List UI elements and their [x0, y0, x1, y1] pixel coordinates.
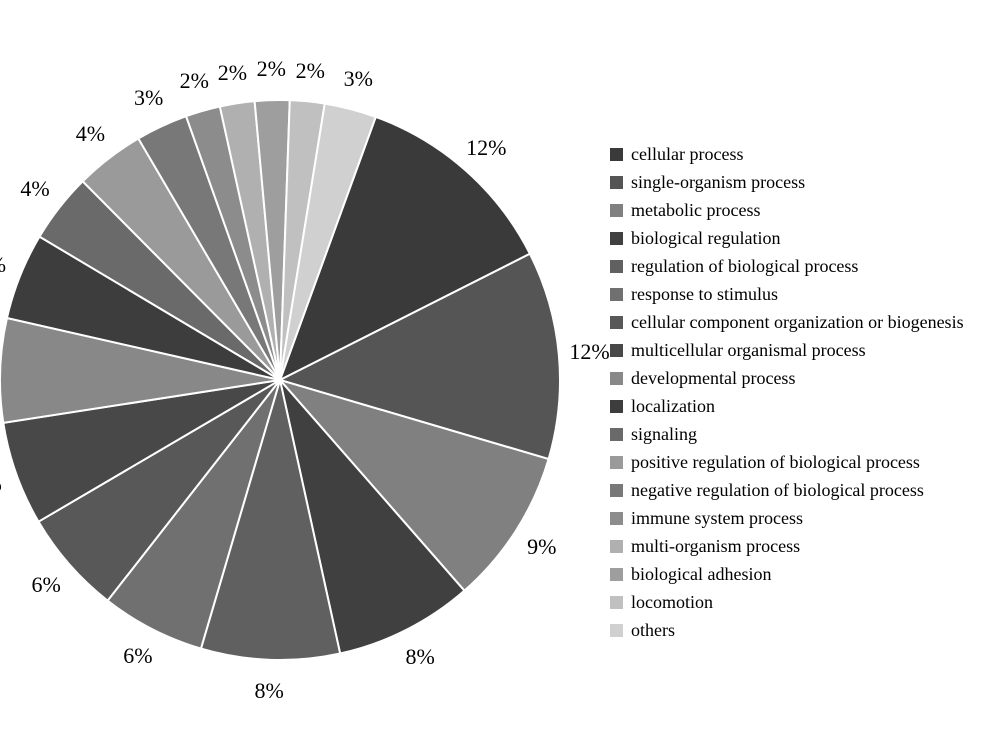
legend-swatch: [610, 204, 623, 217]
legend-label: localization: [631, 396, 715, 417]
legend-item: localization: [610, 392, 964, 420]
legend-label: metabolic process: [631, 200, 760, 221]
legend-item: multi-organism process: [610, 532, 964, 560]
slice-label: 3%: [344, 66, 373, 92]
slice-label: 2%: [218, 60, 247, 86]
legend-swatch: [610, 624, 623, 637]
legend-label: regulation of biological process: [631, 256, 858, 277]
legend-swatch: [610, 540, 623, 553]
legend-item: response to stimulus: [610, 280, 964, 308]
legend-label: cellular process: [631, 144, 743, 165]
legend-item: multicellular organismal process: [610, 336, 964, 364]
legend-item: metabolic process: [610, 196, 964, 224]
slice-label: 4%: [20, 176, 49, 202]
legend-label: multicellular organismal process: [631, 340, 866, 361]
legend-swatch: [610, 372, 623, 385]
legend-swatch: [610, 568, 623, 581]
slice-label: 6%: [0, 471, 2, 497]
legend-item: positive regulation of biological proces…: [610, 448, 964, 476]
legend-swatch: [610, 484, 623, 497]
slice-label: 2%: [257, 56, 286, 82]
slice-label: 6%: [123, 643, 152, 669]
legend-swatch: [610, 344, 623, 357]
legend-item: single-organism process: [610, 168, 964, 196]
legend-label: developmental process: [631, 368, 795, 389]
legend-item: locomotion: [610, 588, 964, 616]
legend-label: response to stimulus: [631, 284, 778, 305]
legend-item: biological adhesion: [610, 560, 964, 588]
legend-swatch: [610, 456, 623, 469]
legend-item: negative regulation of biological proces…: [610, 476, 964, 504]
legend-swatch: [610, 176, 623, 189]
legend-item: cellular process: [610, 140, 964, 168]
legend-label: cellular component organization or bioge…: [631, 312, 964, 333]
legend-label: signaling: [631, 424, 697, 445]
legend-item: developmental process: [610, 364, 964, 392]
legend-swatch: [610, 400, 623, 413]
legend-swatch: [610, 428, 623, 441]
slice-label: 2%: [296, 58, 325, 84]
slice-label: 12%: [569, 339, 609, 365]
legend-item: immune system process: [610, 504, 964, 532]
legend-swatch: [610, 288, 623, 301]
legend-item: others: [610, 616, 964, 644]
slice-label: 12%: [466, 135, 506, 161]
legend-item: signaling: [610, 420, 964, 448]
legend-label: others: [631, 620, 675, 641]
legend-item: biological regulation: [610, 224, 964, 252]
legend-swatch: [610, 148, 623, 161]
legend-swatch: [610, 260, 623, 273]
legend-swatch: [610, 512, 623, 525]
legend-swatch: [610, 316, 623, 329]
slice-label: 8%: [254, 678, 283, 704]
legend-label: multi-organism process: [631, 536, 800, 557]
slice-label: 6%: [31, 572, 60, 598]
legend-label: biological adhesion: [631, 564, 771, 585]
legend: cellular process single-organism process m…: [610, 140, 964, 644]
slice-label: 9%: [527, 534, 556, 560]
legend-label: biological regulation: [631, 228, 780, 249]
legend-item: regulation of biological process: [610, 252, 964, 280]
slice-label: 2%: [180, 68, 209, 94]
legend-swatch: [610, 596, 623, 609]
chart-container: 12%12%9%8%8%6%6%6%6%5%4%4%3%2%2%2%2%3% c…: [0, 0, 1000, 734]
legend-label: immune system process: [631, 508, 803, 529]
legend-item: cellular component organization or bioge…: [610, 308, 964, 336]
slice-label: 4%: [76, 121, 105, 147]
slice-label: 5%: [0, 252, 6, 278]
legend-label: negative regulation of biological proces…: [631, 480, 924, 501]
legend-label: single-organism process: [631, 172, 805, 193]
pie-chart: [0, 94, 566, 666]
slice-label: 8%: [405, 644, 434, 670]
legend-swatch: [610, 232, 623, 245]
slice-label: 3%: [134, 85, 163, 111]
legend-label: positive regulation of biological proces…: [631, 452, 920, 473]
legend-label: locomotion: [631, 592, 713, 613]
